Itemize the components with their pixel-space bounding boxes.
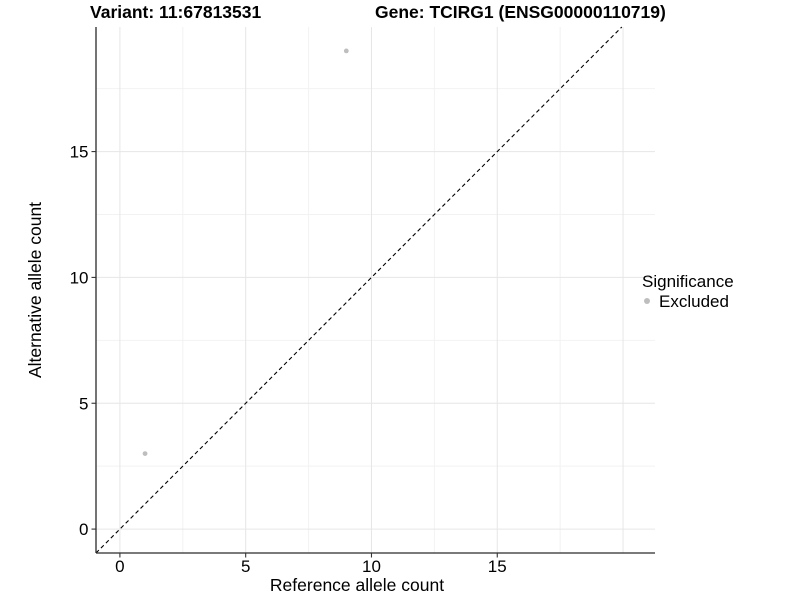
identity-line-layer xyxy=(95,26,623,554)
y-tick-label: 15 xyxy=(70,143,89,162)
data-point xyxy=(142,451,148,456)
identity-line xyxy=(95,26,623,554)
y-tick-label: 5 xyxy=(79,394,88,413)
x-tick-label: 10 xyxy=(362,557,381,576)
legend-key-point-icon xyxy=(644,298,650,304)
data-point xyxy=(343,48,349,54)
axis-lines-layer xyxy=(95,27,655,554)
gene-title: Gene: TCIRG1 (ENSG00000110719) xyxy=(375,2,666,22)
x-tick-label: 5 xyxy=(241,557,250,576)
gridlines-major xyxy=(96,27,655,553)
y-tick-label: 10 xyxy=(70,268,89,287)
x-axis-title: Reference allele count xyxy=(270,575,444,595)
x-tick-label: 15 xyxy=(488,557,507,576)
legend-entry-label: Excluded xyxy=(659,292,729,311)
legend-title: Significance xyxy=(642,272,734,291)
data-points-layer xyxy=(142,48,349,456)
gridlines-minor xyxy=(96,27,655,553)
legend: Significance Excluded xyxy=(642,272,734,311)
tick-marks-layer xyxy=(91,151,498,558)
tick-labels-layer: 0 5 10 15 0 5 10 15 xyxy=(70,143,507,576)
y-tick-label: 0 xyxy=(79,520,88,539)
x-tick-label: 0 xyxy=(115,557,124,576)
y-axis-title: Alternative allele count xyxy=(25,202,45,378)
variant-title: Variant: 11:67813531 xyxy=(90,2,262,22)
